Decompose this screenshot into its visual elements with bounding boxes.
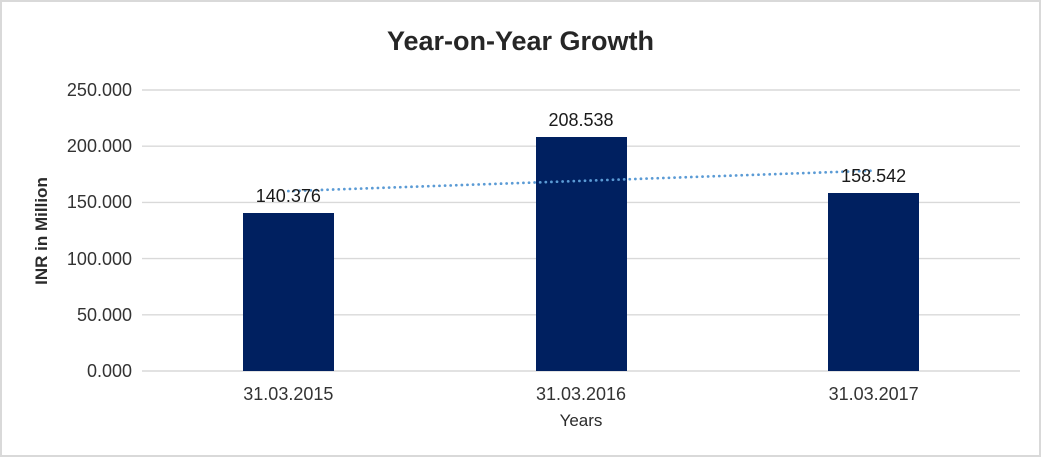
x-tick-label: 31.03.2017 (828, 384, 919, 404)
x-axis-title: Years (559, 411, 603, 430)
y-tick-label: 150.000 (66, 192, 132, 213)
bar-31.03.2017 (828, 192, 920, 371)
x-tick-label: 31.03.2016 (535, 384, 627, 404)
bar-31.03.2015 (242, 213, 334, 371)
y-tick-label: 250.000 (66, 80, 132, 100)
data-label: 158.542 (841, 165, 907, 186)
x-tick-label: 31.03.2015 (243, 384, 334, 404)
y-tick-label: 50.000 (76, 304, 132, 325)
chart-title: Year-on-Year Growth (386, 26, 655, 56)
data-label: 140.376 (255, 186, 321, 207)
y-tick-label: 100.000 (66, 248, 132, 269)
data-label: 208.538 (548, 109, 614, 130)
y-tick-label: 200.000 (66, 136, 132, 157)
y-tick-label: 0.000 (86, 361, 132, 381)
